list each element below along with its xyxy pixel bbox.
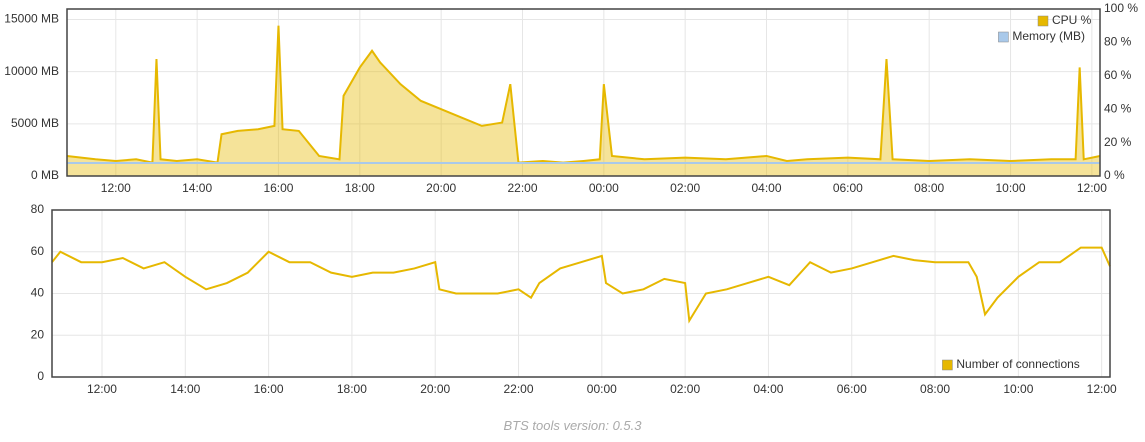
x-tick-label: 10:00: [1003, 382, 1033, 396]
x-tick-label: 00:00: [589, 181, 619, 195]
x-tick-label: 14:00: [182, 181, 212, 195]
x-tick-label: 08:00: [914, 181, 944, 195]
legend-label: Number of connections: [956, 357, 1079, 371]
x-tick-label: 00:00: [587, 382, 617, 396]
y-tick-label: 20: [31, 327, 45, 341]
y2-tick-label: 60 %: [1104, 68, 1132, 82]
x-tick-label: 12:00: [1077, 181, 1107, 195]
charts: 12:00 14:00 16:00 18:00 20:00 22:00 00:00 02:00…: [4, 1, 1138, 396]
x-tick-label: 10:00: [996, 181, 1026, 195]
x-tick-label: 20:00: [420, 382, 450, 396]
x-tick-label: 02:00: [670, 382, 700, 396]
page: 12:00 14:00 16:00 18:00 20:00 22:00 00:00 02:00…: [4, 1, 1139, 433]
x-tick-label: 06:00: [837, 382, 867, 396]
y2-tick-label: 0 %: [1104, 168, 1125, 182]
x-tick-label: 16:00: [254, 382, 284, 396]
x-tick-label: 22:00: [504, 382, 534, 396]
y-tick-label: 0: [37, 369, 44, 383]
y2-tick-label: 100 %: [1104, 1, 1138, 15]
y2-tick-label: 20 %: [1104, 135, 1132, 149]
x-tick-label: 18:00: [345, 181, 375, 195]
y-tick-label: 5000 MB: [11, 116, 59, 130]
plot-frame: [66, 8, 1101, 177]
x-tick-label: 06:00: [833, 181, 863, 195]
legend-label: Memory (MB): [1012, 29, 1085, 43]
version-footer: BTS tools version: 0.5.3: [503, 418, 642, 433]
plot-frame: [51, 209, 1111, 378]
y-tick-label: 0 MB: [31, 168, 59, 182]
x-tick-label: 04:00: [751, 181, 781, 195]
x-tick-label: 14:00: [170, 382, 200, 396]
y-tick-label: 15000 MB: [4, 12, 59, 26]
legend-label: CPU %: [1052, 13, 1092, 27]
x-tick-label: 02:00: [670, 181, 700, 195]
y-tick-label: 40: [31, 286, 45, 300]
legend-swatch: [998, 31, 1009, 43]
series-line: [51, 246, 1111, 324]
y2-tick-label: 40 %: [1104, 101, 1132, 115]
y-tick-label: 10000 MB: [4, 64, 59, 78]
legend-swatch: [1037, 15, 1049, 27]
y-tick-label: 60: [31, 244, 45, 258]
y-tick-label: 80: [31, 202, 45, 216]
y2-tick-label: 80 %: [1104, 35, 1132, 49]
x-tick-label: 20:00: [426, 181, 456, 195]
x-tick-label: 12:00: [1087, 382, 1117, 396]
x-tick-label: 08:00: [920, 382, 950, 396]
x-tick-label: 12:00: [87, 382, 117, 396]
legend-swatch: [942, 359, 953, 371]
area: [67, 25, 1100, 177]
x-tick-label: 04:00: [753, 382, 783, 396]
x-tick-label: 22:00: [507, 181, 537, 195]
x-tick-label: 16:00: [263, 181, 293, 195]
x-tick-label: 12:00: [101, 181, 131, 195]
x-tick-label: 18:00: [337, 382, 367, 396]
